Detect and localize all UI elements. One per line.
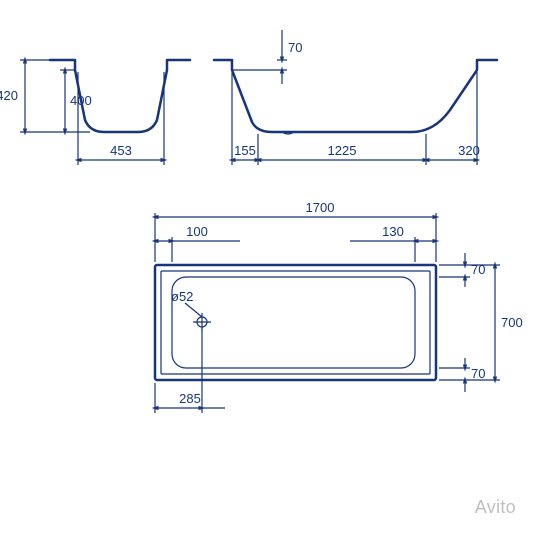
- top-plan-view: ø52 1700 100 130 70 700 70: [155, 200, 523, 413]
- dim-overall-length: 1700: [306, 200, 335, 215]
- dim-left-slope: 155: [234, 143, 256, 158]
- side-profile-view: 70 155 1225 320: [214, 30, 497, 165]
- dim-rim-drop: 70: [288, 40, 302, 55]
- dim-drain-dia: ø52: [171, 289, 193, 304]
- dim-outer-height: 420: [0, 88, 18, 103]
- drawing-canvas: 420 400 453 70 155 1225 320: [0, 0, 540, 540]
- dim-inset-left: 100: [186, 224, 208, 239]
- dim-inset-top: 70: [471, 262, 485, 277]
- cross-section-view: 420 400 453: [0, 60, 190, 165]
- dim-drain-x: 285: [179, 391, 201, 406]
- dim-overall-width: 700: [501, 315, 523, 330]
- dim-inset-bottom: 70: [471, 366, 485, 381]
- dim-flat-base: 1225: [328, 143, 357, 158]
- dim-inner-height: 400: [70, 93, 92, 108]
- watermark: Avito: [475, 497, 516, 518]
- dim-right-slope: 320: [458, 143, 480, 158]
- dim-inset-right: 130: [382, 224, 404, 239]
- dim-inner-width: 453: [110, 143, 132, 158]
